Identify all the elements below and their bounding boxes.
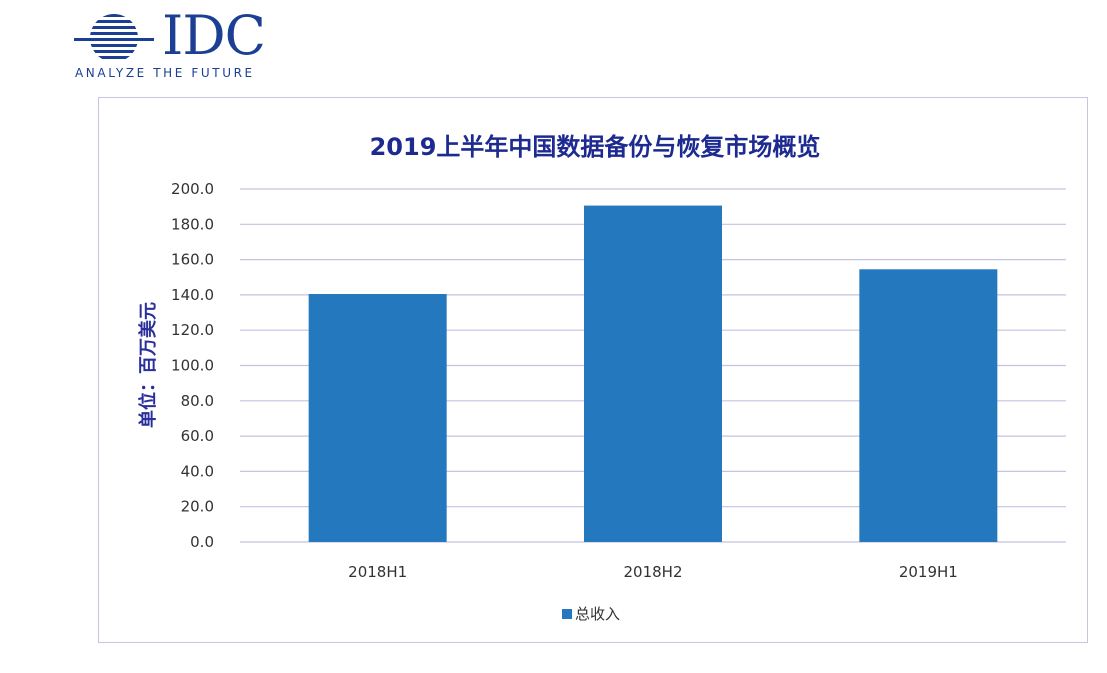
x-tick-label: 2018H2 [624, 563, 683, 581]
bar-2018h2 [584, 205, 722, 542]
chart-title: 2019上半年中国数据备份与恢复市场概览 [369, 133, 821, 161]
bar-2019h1 [859, 269, 998, 542]
y-tick-label: 80.0 [181, 392, 214, 410]
y-tick-label: 140.0 [171, 286, 214, 304]
y-tick-label: 40.0 [181, 462, 214, 480]
idc-globe-icon [74, 14, 154, 59]
bar-2018h1 [308, 294, 447, 542]
logo-tagline: ANALYZE THE FUTURE [75, 66, 255, 80]
y-tick-label: 200.0 [171, 180, 214, 198]
y-tick-label: 0.0 [190, 533, 214, 551]
x-tick-label: 2019H1 [899, 563, 958, 581]
y-tick-label: 20.0 [181, 498, 214, 516]
y-tick-label: 120.0 [171, 321, 214, 339]
legend-swatch [562, 609, 572, 619]
logo-wordmark: IDC [162, 4, 266, 67]
y-tick-label: 180.0 [171, 215, 214, 233]
y-tick-label: 100.0 [171, 357, 214, 375]
x-tick-label: 2018H1 [348, 563, 407, 581]
legend-label: 总收入 [575, 605, 621, 623]
y-tick-label: 160.0 [171, 251, 214, 269]
legend: 总收入 [562, 603, 620, 624]
y-tick-label: 60.0 [181, 427, 214, 445]
idc-logo: IDC ANALYZE THE FUTURE [74, 4, 274, 84]
